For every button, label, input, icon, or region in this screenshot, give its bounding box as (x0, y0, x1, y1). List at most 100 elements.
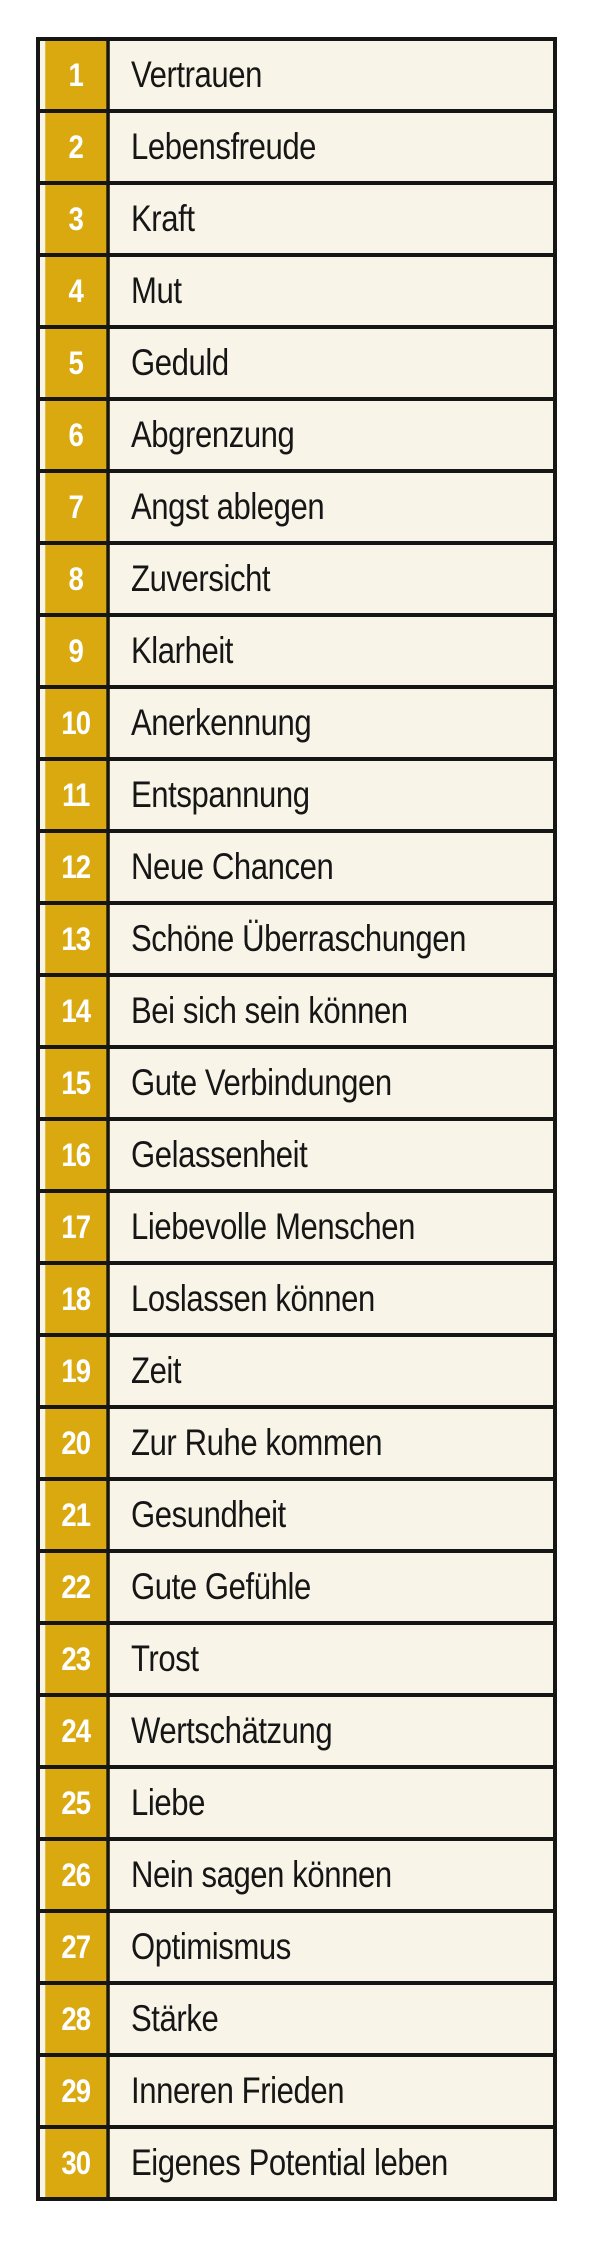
row-number: 1 (45, 41, 110, 109)
row-label: Abgrenzung (131, 414, 295, 455)
row-label: Bei sich sein können (131, 990, 408, 1031)
row-label: Angst ablegen (131, 486, 325, 527)
row-label-cell: Zuversicht (115, 545, 553, 613)
row-label-cell: Entspannung (115, 761, 553, 829)
row-label-cell: Wertschätzung (115, 1697, 553, 1765)
row-label: Loslassen können (131, 1278, 375, 1319)
row-label: Lebensfreude (131, 126, 317, 167)
row-label: Zuversicht (131, 558, 271, 599)
row-label: Eigenes Potential leben (131, 2142, 448, 2183)
table-row: 2 Lebensfreude (40, 113, 553, 185)
table-row: 6 Abgrenzung (40, 401, 553, 473)
row-number: 4 (45, 257, 110, 325)
table-row: 28 Stärke (40, 1985, 553, 2057)
row-label: Schöne Überraschungen (131, 918, 467, 959)
row-label: Gesundheit (131, 1494, 286, 1535)
table-row: 30 Eigenes Potential leben (40, 2129, 553, 2197)
table-row: 22 Gute Gefühle (40, 1553, 553, 1625)
row-label: Kraft (131, 198, 195, 239)
numbered-list-table: 1 Vertrauen 2 Lebensfreude 3 Kraft 4 Mut 5 Geduld… (36, 37, 557, 2201)
table-row: 19 Zeit (40, 1337, 553, 1409)
row-number: 15 (45, 1049, 110, 1117)
row-number: 3 (45, 185, 110, 253)
row-number: 13 (45, 905, 110, 973)
table-row: 5 Geduld (40, 329, 553, 401)
table-row: 13 Schöne Überraschungen (40, 905, 553, 977)
row-number: 29 (45, 2057, 110, 2125)
table-row: 8 Zuversicht (40, 545, 553, 617)
table-row: 25 Liebe (40, 1769, 553, 1841)
row-label-cell: Loslassen können (115, 1265, 553, 1333)
row-label: Trost (131, 1638, 199, 1679)
table-row: 26 Nein sagen können (40, 1841, 553, 1913)
row-label: Liebe (131, 1782, 205, 1823)
row-label-cell: Kraft (115, 185, 553, 253)
row-label: Optimismus (131, 1926, 291, 1967)
row-number: 19 (45, 1337, 110, 1405)
row-label-cell: Eigenes Potential leben (115, 2129, 553, 2197)
row-label-cell: Abgrenzung (115, 401, 553, 469)
row-label-cell: Vertrauen (115, 41, 553, 109)
row-number: 20 (45, 1409, 110, 1477)
row-number: 28 (45, 1985, 110, 2053)
table-row: 12 Neue Chancen (40, 833, 553, 905)
row-number: 22 (45, 1553, 110, 1621)
table-row: 16 Gelassenheit (40, 1121, 553, 1193)
row-label: Zeit (131, 1350, 182, 1391)
row-label: Mut (131, 270, 182, 311)
row-label: Gute Verbindungen (131, 1062, 392, 1103)
row-label-cell: Nein sagen können (115, 1841, 553, 1909)
row-label: Inneren Frieden (131, 2070, 345, 2111)
row-label-cell: Klarheit (115, 617, 553, 685)
row-label-cell: Schöne Überraschungen (115, 905, 553, 973)
row-number: 30 (45, 2129, 110, 2197)
row-label-cell: Angst ablegen (115, 473, 553, 541)
table-row: 17 Liebevolle Menschen (40, 1193, 553, 1265)
row-label: Stärke (131, 1998, 219, 2039)
table-row: 20 Zur Ruhe kommen (40, 1409, 553, 1481)
row-label: Gelassenheit (131, 1134, 308, 1175)
row-number: 17 (45, 1193, 110, 1261)
row-label-cell: Gute Verbindungen (115, 1049, 553, 1117)
table-row: 10 Anerkennung (40, 689, 553, 761)
row-number: 11 (45, 761, 110, 829)
row-label-cell: Zur Ruhe kommen (115, 1409, 553, 1477)
row-label-cell: Optimismus (115, 1913, 553, 1981)
table-row: 21 Gesundheit (40, 1481, 553, 1553)
row-number: 26 (45, 1841, 110, 1909)
row-label-cell: Gesundheit (115, 1481, 553, 1549)
row-label: Liebevolle Menschen (131, 1206, 416, 1247)
table-row: 29 Inneren Frieden (40, 2057, 553, 2129)
table-row: 9 Klarheit (40, 617, 553, 689)
row-number: 25 (45, 1769, 110, 1837)
row-label: Vertrauen (131, 54, 263, 95)
row-number: 7 (45, 473, 110, 541)
row-label-cell: Geduld (115, 329, 553, 397)
table-row: 24 Wertschätzung (40, 1697, 553, 1769)
row-label-cell: Gelassenheit (115, 1121, 553, 1189)
table-row: 7 Angst ablegen (40, 473, 553, 545)
row-label-cell: Trost (115, 1625, 553, 1693)
row-label-cell: Neue Chancen (115, 833, 553, 901)
row-number: 5 (45, 329, 110, 397)
row-label-cell: Stärke (115, 1985, 553, 2053)
row-label: Klarheit (131, 630, 234, 671)
table-row: 18 Loslassen können (40, 1265, 553, 1337)
row-number: 2 (45, 113, 110, 181)
row-number: 10 (45, 689, 110, 757)
table-row: 11 Entspannung (40, 761, 553, 833)
table-row: 27 Optimismus (40, 1913, 553, 1985)
row-label-cell: Anerkennung (115, 689, 553, 757)
row-number: 24 (45, 1697, 110, 1765)
row-number: 18 (45, 1265, 110, 1333)
row-number: 6 (45, 401, 110, 469)
row-label-cell: Bei sich sein können (115, 977, 553, 1045)
row-label: Nein sagen können (131, 1854, 392, 1895)
row-number: 23 (45, 1625, 110, 1693)
row-label-cell: Liebe (115, 1769, 553, 1837)
table-row: 1 Vertrauen (40, 41, 553, 113)
row-label-cell: Inneren Frieden (115, 2057, 553, 2125)
row-label-cell: Lebensfreude (115, 113, 553, 181)
row-label: Wertschätzung (131, 1710, 333, 1751)
row-label-cell: Mut (115, 257, 553, 325)
